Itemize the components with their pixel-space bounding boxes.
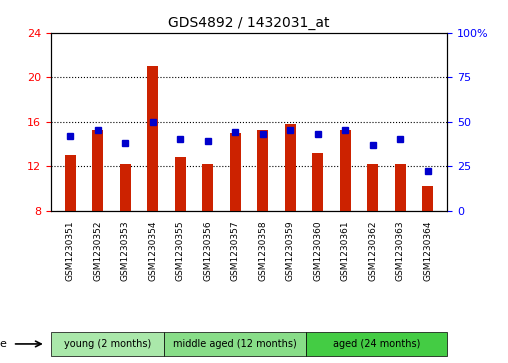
Text: aged (24 months): aged (24 months) xyxy=(333,339,420,349)
Bar xyxy=(230,133,241,211)
Bar xyxy=(284,124,296,211)
Bar xyxy=(65,155,76,211)
Bar xyxy=(92,131,103,211)
Bar xyxy=(119,164,131,211)
Bar xyxy=(147,66,158,211)
Bar xyxy=(367,164,378,211)
Title: GDS4892 / 1432031_at: GDS4892 / 1432031_at xyxy=(168,16,330,30)
Text: middle aged (12 months): middle aged (12 months) xyxy=(173,339,297,349)
Bar xyxy=(175,157,185,211)
Bar xyxy=(422,186,433,211)
Text: young (2 months): young (2 months) xyxy=(64,339,151,349)
Bar xyxy=(395,164,406,211)
Text: age: age xyxy=(0,339,8,349)
Bar xyxy=(312,153,323,211)
Bar xyxy=(257,131,268,211)
Bar xyxy=(202,164,213,211)
Bar xyxy=(340,131,351,211)
